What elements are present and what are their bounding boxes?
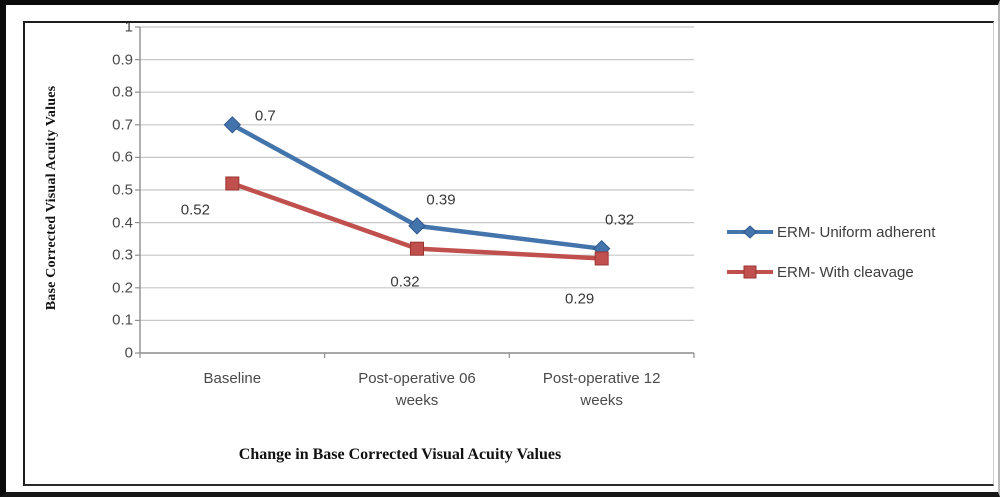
x-category-label: Baseline [203,370,262,387]
data-label: 0.32 [390,273,420,291]
data-label: 0.39 [426,191,456,209]
data-point-marker [594,251,609,266]
y-tick-label: 0.4 [112,214,133,232]
x-category-label: Post-operative 06 weeks [358,370,476,409]
legend-line-marker-icon [727,225,773,239]
y-tick-label: 0.3 [112,246,133,264]
y-tick-label: 0.2 [112,279,133,297]
y-tick-label: 0.9 [112,51,133,69]
data-point-marker [223,116,242,134]
legend: ERM- Uniform adherent ERM- With cleavage [727,219,935,299]
data-label: 0.32 [605,211,635,229]
y-axis-title: Base Corrected Visual Acuity Values [44,85,59,311]
legend-entry-series-1: ERM- With cleavage [727,259,935,285]
y-tick-label: 0.5 [112,181,133,199]
legend-label-series-0: ERM- Uniform adherent [777,223,936,241]
y-tick-label: 0 [124,344,133,362]
x-axis-title: Change in Base Corrected Visual Acuity V… [238,446,562,463]
y-tick-label: 0.1 [112,311,133,329]
data-label: 0.29 [565,290,595,308]
y-tick-label: 0.6 [112,148,133,166]
y-tick-label: 0.7 [112,116,133,134]
data-point-marker [410,241,424,256]
data-label: 0.52 [180,201,210,219]
data-label: 0.7 [254,107,276,125]
y-tick-label: 1 [124,18,133,36]
data-point-marker [225,176,240,191]
data-point-marker [408,217,426,235]
y-tick-label: 0.8 [112,83,133,101]
legend-label-series-1: ERM- With cleavage [777,263,914,281]
x-category-label: Post-operative 12 weeks [542,370,661,409]
legend-entry-series-0: ERM- Uniform adherent [727,219,935,245]
legend-line-marker-icon [727,265,773,279]
